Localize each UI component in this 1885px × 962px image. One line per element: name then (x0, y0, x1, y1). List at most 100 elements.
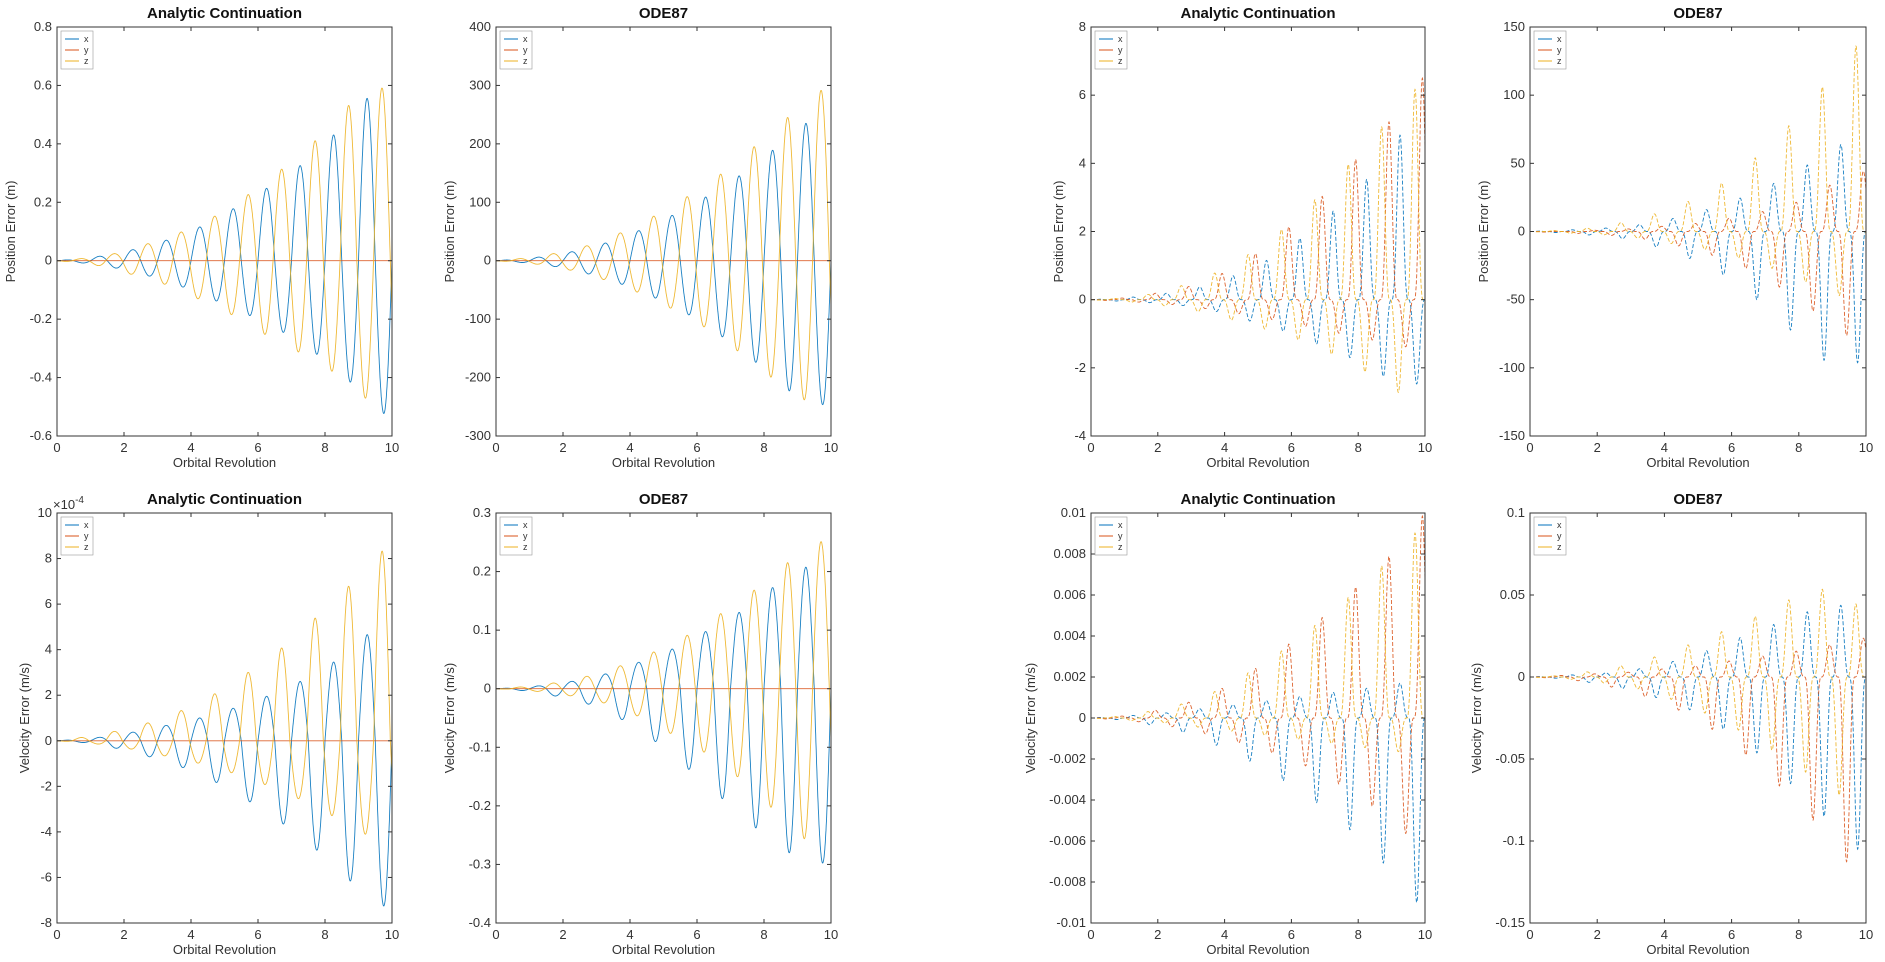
x-tick-label: 2 (1154, 440, 1161, 455)
x-tick-label: 0 (492, 440, 499, 455)
x-tick-label: 8 (1355, 927, 1362, 942)
y-tick-label: 100 (1503, 87, 1525, 102)
x-tick-label: 4 (1661, 440, 1668, 455)
y-tick-label: 100 (469, 194, 491, 209)
x-tick-label: 8 (1795, 927, 1802, 942)
series-line-z (1091, 88, 1425, 394)
x-tick-label: 0 (492, 927, 499, 942)
chart-title: ODE87 (639, 491, 688, 508)
x-tick-label: 4 (1661, 927, 1668, 942)
chart-title: ODE87 (1673, 491, 1722, 508)
legend-label-y: y (1118, 531, 1123, 541)
legend-label-y: y (84, 531, 89, 541)
y-axis-label: Velocity Error (m/s) (1023, 663, 1038, 774)
y-tick-label: 0.002 (1053, 669, 1086, 684)
x-axis-label: Orbital Revolution (1646, 942, 1749, 957)
y-tick-label: 0.6 (34, 77, 52, 92)
y-tick-label: -0.4 (469, 915, 491, 930)
x-tick-label: 6 (693, 927, 700, 942)
y-exponent-label: ×10-4 (53, 495, 84, 512)
chart-title: Analytic Continuation (147, 5, 302, 22)
legend: xyz (499, 516, 533, 556)
y-tick-label: 10 (38, 505, 52, 520)
axes-box (56, 26, 393, 437)
legend-label-x: x (1118, 34, 1123, 44)
y-tick-label: 0 (484, 681, 491, 696)
x-tick-label: 0 (1087, 927, 1094, 942)
x-axis-label: Orbital Revolution (1206, 455, 1309, 470)
y-tick-label: -0.2 (30, 311, 52, 326)
x-tick-label: 6 (1288, 440, 1295, 455)
y-tick-label: -2 (1074, 360, 1086, 375)
y-tick-label: 0.8 (34, 19, 52, 34)
x-tick-label: 8 (1355, 440, 1362, 455)
y-tick-label: 4 (1079, 155, 1086, 170)
series-line-z (1530, 45, 1866, 297)
x-tick-label: 2 (559, 927, 566, 942)
legend: xyz (1094, 516, 1128, 556)
x-axis-label: Orbital Revolution (612, 455, 715, 470)
x-tick-label: 6 (254, 440, 261, 455)
x-tick-label: 4 (1221, 927, 1228, 942)
x-axis-label: Orbital Revolution (173, 455, 276, 470)
legend-label-y: y (84, 45, 89, 55)
x-tick-label: 10 (824, 440, 838, 455)
y-axis-label: Position Error (m) (3, 181, 18, 283)
y-tick-label: 400 (469, 19, 491, 34)
x-tick-label: 2 (1594, 927, 1601, 942)
x-tick-label: 2 (559, 440, 566, 455)
legend-label-x: x (1118, 520, 1123, 530)
chart-title: Analytic Continuation (1181, 5, 1336, 22)
y-tick-label: 0.008 (1053, 546, 1086, 561)
y-tick-label: 300 (469, 77, 491, 92)
legend: xyz (60, 516, 94, 556)
series-line-y (1091, 514, 1425, 835)
chart-title: ODE87 (639, 5, 688, 22)
legend-label-x: x (84, 34, 89, 44)
x-tick-label: 4 (626, 927, 633, 942)
y-tick-label: 0.01 (1061, 505, 1086, 520)
series-line-x (57, 634, 392, 907)
x-tick-label: 2 (1594, 440, 1601, 455)
y-tick-label: 0.05 (1500, 587, 1525, 602)
legend-label-z: z (84, 542, 89, 552)
y-tick-label: -0.006 (1049, 833, 1086, 848)
y-tick-label: -8 (40, 915, 52, 930)
x-tick-label: 6 (1728, 440, 1735, 455)
y-tick-label: 0.004 (1053, 628, 1086, 643)
y-tick-label: 150 (1503, 19, 1525, 34)
y-tick-label: 0.2 (34, 194, 52, 209)
legend-label-x: x (1557, 34, 1562, 44)
y-tick-label: -2 (40, 778, 52, 793)
x-tick-label: 8 (321, 927, 328, 942)
y-tick-label: -0.4 (30, 370, 52, 385)
y-tick-label: -0.6 (30, 428, 52, 443)
y-axis-label: Velocity Error (m/s) (442, 663, 457, 774)
x-axis-label: Orbital Revolution (173, 942, 276, 957)
legend: xyz (499, 30, 533, 70)
y-tick-label: 0.3 (473, 505, 491, 520)
x-tick-label: 6 (254, 927, 261, 942)
series-line-z (1091, 532, 1425, 753)
y-tick-label: 0 (1079, 710, 1086, 725)
legend: xyz (1533, 516, 1567, 556)
x-tick-label: 4 (626, 440, 633, 455)
y-tick-label: 2 (1079, 224, 1086, 239)
y-tick-label: 0.006 (1053, 587, 1086, 602)
legend: xyz (1533, 30, 1567, 70)
series-line-z (496, 541, 831, 840)
y-axis-label: Velocity Error (m/s) (1469, 663, 1484, 774)
axes-box (1529, 512, 1867, 924)
y-tick-label: 200 (469, 136, 491, 151)
legend: xyz (60, 30, 94, 70)
x-axis-label: Orbital Revolution (612, 942, 715, 957)
legend-label-z: z (523, 542, 528, 552)
y-tick-label: 0.4 (34, 136, 52, 151)
legend-label-z: z (1557, 56, 1562, 66)
legend-label-x: x (84, 520, 89, 530)
y-tick-label: 0.1 (1507, 505, 1525, 520)
legend-label-x: x (523, 34, 528, 44)
y-axis-label: Velocity Error (m/s) (17, 663, 32, 774)
x-tick-label: 4 (187, 927, 194, 942)
